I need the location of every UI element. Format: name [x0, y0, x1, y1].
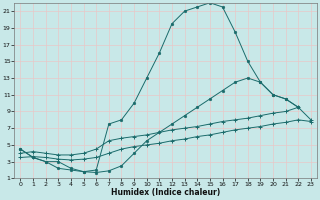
X-axis label: Humidex (Indice chaleur): Humidex (Indice chaleur) — [111, 188, 220, 197]
